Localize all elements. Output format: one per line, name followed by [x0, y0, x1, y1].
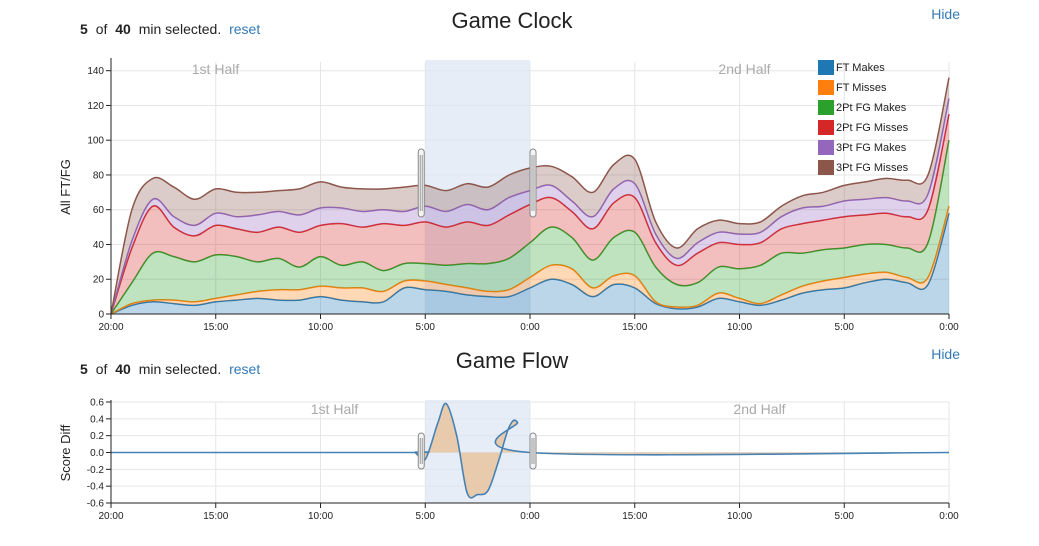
- line-ft-misses: [110, 205, 950, 315]
- bottom-second-half-label: 2nd Half: [733, 401, 785, 417]
- top-y-tick-label: 140: [87, 66, 104, 77]
- bottom-y-tick-label: -0.2: [87, 465, 105, 476]
- bottom-selection-of: of: [96, 361, 108, 377]
- game-clock-title: Game Clock: [451, 8, 573, 33]
- area-2pt-fg-makes: [111, 140, 949, 314]
- bottom-y-tick-label: -0.4: [87, 482, 105, 493]
- game-flow-title: Game Flow: [456, 348, 569, 373]
- bottom-x-tick-label: 20:00: [98, 511, 123, 522]
- bottom-selection-suffix: min selected.: [139, 361, 221, 377]
- bottom-x-tick-label: 10:00: [727, 511, 752, 522]
- bottom-selection-count: 5: [80, 361, 88, 377]
- bottom-y-tick-label: 0.4: [90, 414, 104, 425]
- top-first-half-label: 1st Half: [192, 61, 240, 77]
- legend-swatch: [818, 160, 834, 175]
- legend-item[interactable]: 3Pt FG Makes: [818, 140, 907, 155]
- bottom-y-tick-label: 0.0: [90, 448, 104, 459]
- top-x-tick-label: 10:00: [308, 322, 333, 333]
- bottom-brush-handles: [417, 432, 537, 470]
- bottom-y-axis-label: Score Diff: [58, 424, 73, 481]
- legend-label: 3Pt FG Misses: [836, 162, 909, 174]
- top-x-tick-label: 15:00: [622, 322, 647, 333]
- legend-swatch: [818, 60, 834, 75]
- top-reset-link[interactable]: reset: [229, 21, 260, 37]
- bottom-brush-right-handle[interactable]: [529, 432, 537, 470]
- bottom-y-tick-label: 0.6: [90, 398, 104, 409]
- bottom-axes: -0.6 -0.4 -0.2 0.0 0.2 0.4 0.6 20:00 15:00 10:00 5…: [87, 398, 959, 523]
- bottom-x-tick-label: 15:00: [203, 511, 228, 522]
- bottom-y-tick-label: -0.6: [87, 499, 105, 510]
- top-selection-brush[interactable]: [425, 60, 530, 314]
- top-y-axis-label: All FT/FG: [58, 159, 73, 215]
- bottom-y-tick-label: 0.2: [90, 431, 104, 442]
- bottom-first-half-label: 1st Half: [311, 401, 359, 417]
- line-ft-makes: [110, 212, 950, 315]
- area-ft-makes: [111, 213, 949, 314]
- bottom-x-tick-label: 0:00: [939, 511, 959, 522]
- legend-label: 2Pt FG Misses: [836, 122, 909, 134]
- top-legend: FT Makes FT Misses 2Pt FG Makes 2Pt FG Miss…: [818, 60, 909, 175]
- top-y-tick-label: 0: [98, 310, 104, 321]
- bottom-reset-link[interactable]: reset: [229, 361, 260, 377]
- top-x-tick-label: 10:00: [727, 322, 752, 333]
- top-x-tick-label: 5:00: [416, 322, 436, 333]
- top-y-tick-label: 20: [93, 275, 105, 286]
- bottom-x-tick-label: 0:00: [520, 511, 540, 522]
- legend-item[interactable]: 3Pt FG Misses: [818, 160, 909, 175]
- legend-swatch: [818, 80, 834, 95]
- top-x-tick-label: 0:00: [520, 322, 540, 333]
- top-y-tick-label: 100: [87, 136, 104, 147]
- legend-item[interactable]: FT Misses: [818, 80, 887, 95]
- legend-swatch: [818, 120, 834, 135]
- top-selection-suffix: min selected.: [139, 21, 221, 37]
- bottom-x-tick-label: 5:00: [416, 511, 436, 522]
- top-x-tick-label: 15:00: [203, 322, 228, 333]
- top-y-tick-label: 40: [93, 240, 105, 251]
- top-brush-handles: [417, 148, 537, 218]
- legend-label: 2Pt FG Makes: [836, 102, 907, 114]
- game-flow-panel: 5 of 40 min selected. reset Game Flow Hi…: [58, 346, 960, 522]
- top-selection-count: 5: [80, 21, 88, 37]
- bottom-selection-text: 5 of 40 min selected. reset: [80, 361, 260, 377]
- game-clock-panel: 5 of 40 min selected. reset Game Clock H…: [58, 6, 960, 333]
- line-2pt-fg-makes: [110, 140, 950, 315]
- bottom-hide-link[interactable]: Hide: [931, 346, 960, 362]
- legend-swatch: [818, 140, 834, 155]
- legend-swatch: [818, 100, 834, 115]
- legend-item[interactable]: 2Pt FG Misses: [818, 120, 909, 135]
- top-selection-of: of: [96, 21, 108, 37]
- top-y-tick-label: 60: [93, 205, 105, 216]
- top-x-tick-label: 5:00: [835, 322, 855, 333]
- legend-item[interactable]: FT Makes: [818, 60, 885, 75]
- top-x-tick-label: 0:00: [939, 322, 959, 333]
- bottom-x-tick-label: 15:00: [622, 511, 647, 522]
- top-y-tick-label: 120: [87, 101, 104, 112]
- top-brush-left-handle[interactable]: [417, 148, 425, 218]
- bottom-x-tick-label: 10:00: [308, 511, 333, 522]
- bottom-selection-total: 40: [115, 361, 131, 377]
- top-second-half-label: 2nd Half: [718, 61, 770, 77]
- legend-label: FT Misses: [836, 82, 887, 94]
- top-y-tick-label: 80: [93, 170, 105, 181]
- top-hide-link[interactable]: Hide: [931, 6, 960, 22]
- bottom-x-tick-label: 5:00: [835, 511, 855, 522]
- area-3pt-fg-misses: [111, 77, 949, 314]
- top-selection-total: 40: [115, 21, 131, 37]
- area-ft-misses: [111, 206, 949, 314]
- top-axes: 0 20 40 60 80 100 120 140 20:00 15:00 10:00 5:00 0:0…: [87, 58, 959, 333]
- bottom-brush-left-handle[interactable]: [417, 432, 425, 470]
- top-brush-right-handle[interactable]: [529, 148, 537, 218]
- legend-label: FT Makes: [836, 62, 885, 74]
- legend-label: 3Pt FG Makes: [836, 142, 907, 154]
- top-x-tick-label: 20:00: [98, 322, 123, 333]
- legend-item[interactable]: 2Pt FG Makes: [818, 100, 907, 115]
- top-selection-text: 5 of 40 min selected. reset: [80, 21, 260, 37]
